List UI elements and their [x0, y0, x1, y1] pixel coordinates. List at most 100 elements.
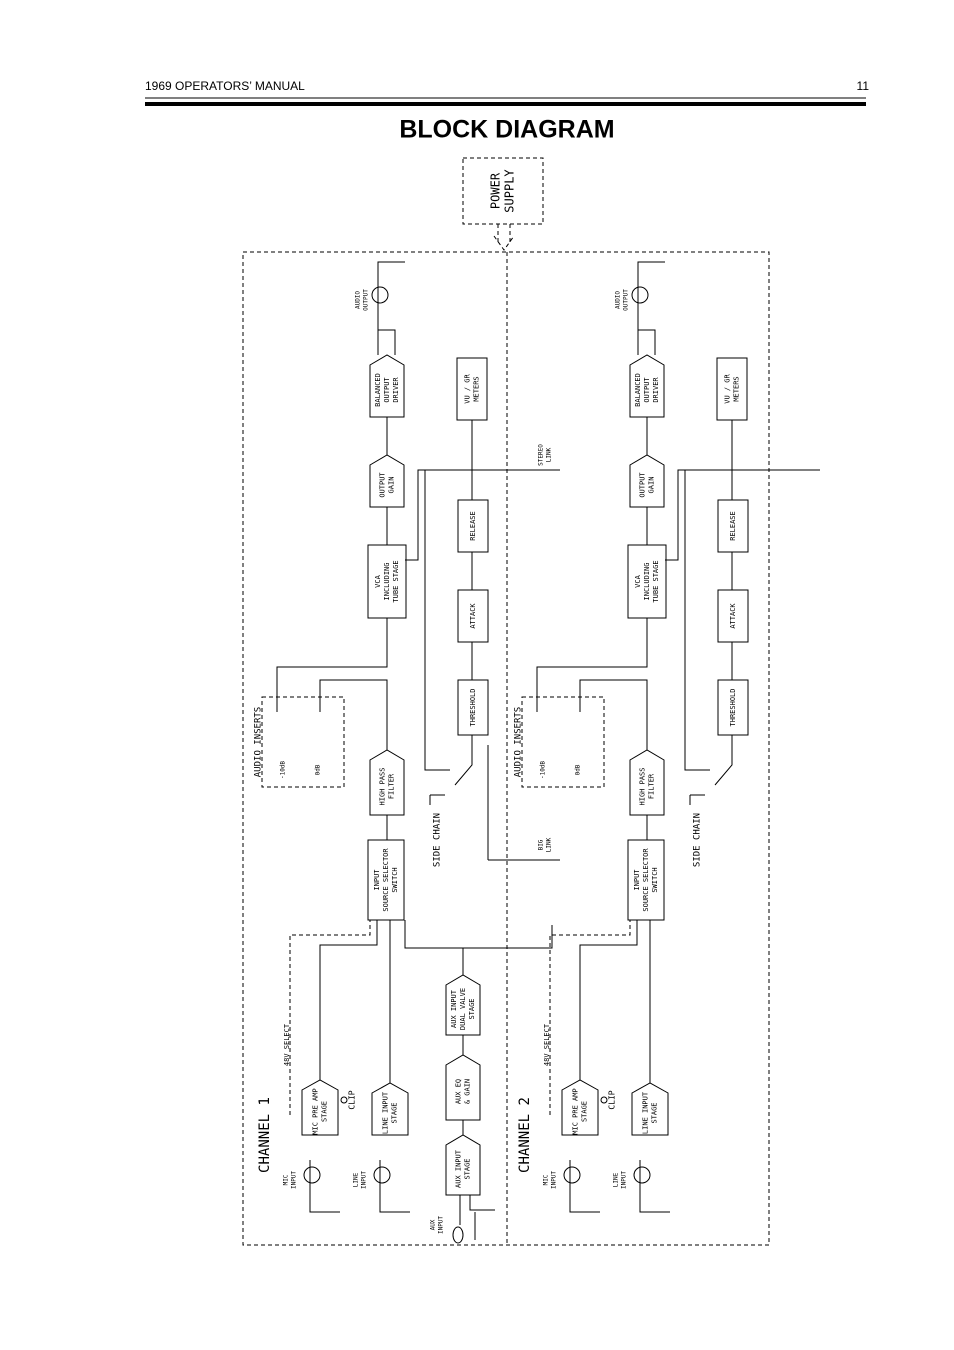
input-selector-label: SWITCH [391, 867, 399, 892]
clip-label: CLIP [608, 1090, 617, 1109]
output-driver-label: OUTPUT [643, 377, 651, 403]
phantom-label: 48V SELECT [543, 1023, 551, 1066]
stereo-link-label: STEREO [538, 444, 545, 466]
aux-valve-stage-shape [445, 974, 481, 1036]
release-shape [457, 499, 489, 553]
insert-level-label: -10dB [280, 761, 287, 779]
high-pass-filter-label: HIGH PASS [379, 768, 387, 806]
mic-pre-amp-shape [301, 1079, 339, 1136]
mic-input-label: INPUT [551, 1171, 558, 1189]
connector [633, 1166, 651, 1184]
output-driver-label: OUTPUT [383, 377, 391, 403]
clip-led [340, 1096, 348, 1104]
meters-label: METERS [733, 376, 741, 401]
input-selector-shape [627, 839, 665, 921]
mic-input-label: MIC [283, 1174, 290, 1185]
meters-shape [456, 357, 488, 421]
release-label: RELEASE [469, 511, 477, 541]
clip-led [600, 1096, 608, 1104]
insert-level-label: 0dB [315, 764, 322, 775]
line-input-label: INPUT [361, 1171, 368, 1189]
wire [579, 920, 651, 1083]
aux-input-stage-label: AUX INPUT [455, 1149, 463, 1188]
wire [459, 745, 560, 1225]
clip-label: CLIP [348, 1090, 357, 1109]
dashed-wire [289, 920, 371, 1115]
dashed-wire [549, 920, 631, 1115]
wire [377, 261, 405, 355]
side-chain-label: SIDE CHAIN [693, 813, 703, 867]
aux-valve-stage-label: STAGE [468, 998, 476, 1019]
vca-label: VCA [374, 574, 382, 587]
audio-output-label: AUDIO [615, 291, 622, 309]
vca-shape [627, 544, 667, 619]
vca-label: TUBE STAGE [652, 560, 660, 602]
output-gain-label: GAIN [388, 477, 396, 494]
audio-output-label: OUTPUT [623, 289, 630, 311]
wire [665, 469, 820, 771]
wire [404, 920, 553, 1135]
line-input-stage-label: LINE INPUT [642, 1091, 650, 1134]
aux-eq-label: & GAIN [464, 1079, 472, 1104]
connector [373, 1166, 391, 1184]
input-selector-label: INPUT [373, 869, 381, 891]
aux-eq-label: AUX EQ [455, 1079, 463, 1104]
insert-level-label: -10dB [540, 761, 547, 779]
attack-shape [717, 589, 749, 643]
page-number: 11 [857, 79, 870, 93]
mic-pre-amp-label: STAGE [321, 1101, 329, 1122]
output-driver-label: BALANCED [374, 373, 382, 407]
threshold-label: THRESHOLD [469, 689, 477, 727]
wire [536, 618, 648, 750]
attack-label: ATTACK [469, 603, 477, 629]
line-input-label: INPUT [621, 1171, 628, 1189]
power-supply-label: SUPPLY [503, 169, 517, 213]
output-gain-label: OUTPUT [639, 472, 647, 498]
channel-name: CHANNEL 2 [517, 1097, 533, 1173]
sidechain-link-label: LINK [546, 837, 553, 852]
threshold-label: THRESHOLD [729, 689, 737, 727]
wire [319, 920, 391, 1083]
meters-label: VU / GR [724, 373, 732, 403]
high-pass-filter-label: HIGH PASS [639, 768, 647, 806]
chassis-border [242, 251, 770, 1246]
mic-input-label: INPUT [291, 1171, 298, 1189]
release-shape [717, 499, 749, 553]
wire [405, 469, 560, 771]
insert-group [261, 696, 345, 788]
audio-inserts-label: AUDIO INSERTS [514, 707, 524, 777]
page-title: BLOCK DIAGRAM [399, 116, 614, 144]
connector [371, 286, 389, 304]
aux-valve-stage-label: DUAL VALVE [459, 988, 467, 1030]
connector [631, 286, 649, 304]
wire [637, 261, 665, 355]
line-input-stage-label: STAGE [391, 1102, 399, 1123]
power-supply-box [462, 157, 544, 225]
line-input-stage-label: STAGE [651, 1102, 659, 1123]
vca-shape [367, 544, 407, 619]
line-input-stage-shape [371, 1082, 409, 1136]
output-gain-shape [369, 454, 405, 508]
audio-output-label: AUDIO [355, 291, 362, 309]
output-driver-shape [369, 354, 405, 418]
channel-name: CHANNEL 1 [257, 1097, 273, 1173]
mic-input-label: MIC [543, 1174, 550, 1185]
wire [276, 618, 388, 750]
meters-label: METERS [473, 376, 481, 401]
aux-input-stage-shape [445, 1134, 481, 1196]
output-gain-shape [629, 454, 665, 508]
output-gain-label: OUTPUT [379, 472, 387, 498]
aux-input-label: INPUT [438, 1216, 445, 1234]
header-title: 1969 OPERATORS’ MANUAL [145, 79, 305, 93]
meters-label: VU / GR [464, 373, 472, 403]
stereo-link-label: LINK [546, 447, 553, 462]
line-input-stage-shape [631, 1082, 669, 1136]
mic-pre-amp-label: STAGE [581, 1101, 589, 1122]
threshold-shape [717, 679, 749, 736]
line-input-label: LINE [353, 1172, 360, 1187]
wire [309, 1160, 410, 1213]
aux-jack [452, 1226, 464, 1244]
input-selector-label: SOURCE SELECTOR [382, 848, 390, 912]
line-input-stage-label: LINE INPUT [382, 1091, 390, 1134]
